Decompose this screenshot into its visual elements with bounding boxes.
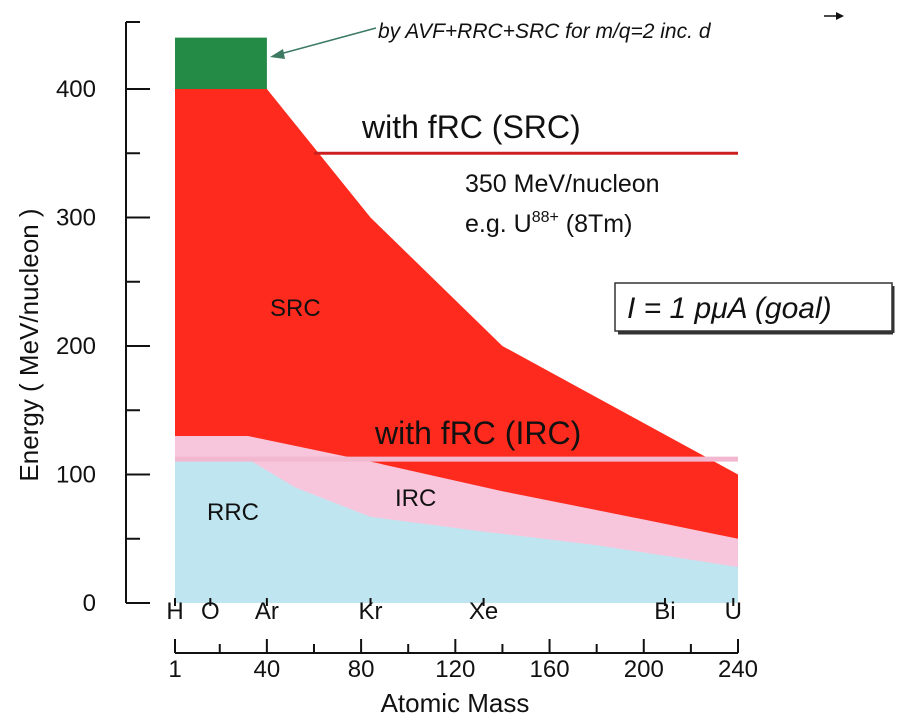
regions-group — [175, 37, 738, 604]
y-tick-label: 300 — [56, 205, 96, 232]
element-label: O — [201, 598, 220, 625]
y-tick-label: 200 — [56, 333, 96, 360]
src-example-sup: 88+ — [532, 209, 559, 226]
src-example-text: e.g. U88+ (8Tm) — [465, 209, 632, 238]
element-label: Kr — [359, 598, 383, 625]
x-tick-label: 120 — [435, 656, 475, 683]
element-labels: H O Ar Kr Xe Bi U — [166, 598, 742, 625]
x-ticks: 1 40 80 120 160 200 240 — [168, 639, 758, 683]
fRC-SRC-label: with fRC (SRC) — [361, 109, 581, 145]
x-tick-label: 240 — [718, 656, 758, 683]
fRC-IRC-label: with fRC (IRC) — [374, 415, 581, 451]
element-label: U — [725, 598, 742, 625]
element-label: Bi — [654, 598, 675, 625]
element-label: Ar — [255, 598, 279, 625]
element-label: Xe — [469, 598, 498, 625]
green-pointer-head — [270, 49, 285, 59]
region-label-rrc: RRC — [207, 499, 259, 526]
x-tick-label: 80 — [348, 656, 375, 683]
x-tick-label: 200 — [624, 656, 664, 683]
deuteron-arrow-head — [836, 12, 844, 20]
green-pointer-line — [279, 27, 377, 55]
x-tick-label: 160 — [530, 656, 570, 683]
x-axis-title: Atomic Mass — [381, 688, 530, 718]
rrc-region — [175, 459, 738, 603]
goal-box — [614, 282, 893, 332]
y-tick-label: 0 — [83, 590, 96, 617]
y-tick-label: 400 — [56, 76, 96, 103]
src-example-post: (8Tm) — [559, 210, 633, 238]
y-axis-title: Energy ( MeV/nucleon ) — [14, 208, 44, 481]
element-label: H — [166, 598, 183, 625]
region-label-src: SRC — [270, 295, 321, 322]
region-label-irc: IRC — [395, 485, 436, 512]
green-annotation-main: by AVF+RRC+SRC for m/q=2 inc. — [378, 20, 693, 43]
reference-lines — [175, 151, 738, 462]
green-annotation-text: by AVF+RRC+SRC for m/q=2 inc. d — [378, 20, 712, 43]
x-tick-label: 40 — [254, 656, 281, 683]
y-tick-label: 100 — [56, 462, 96, 489]
green-annotation-symbol: d — [699, 20, 712, 43]
y-ticks: 0 100 200 300 400 — [56, 21, 150, 617]
src-example-pre: e.g. U — [465, 210, 532, 238]
goal-text: I = 1 pμA (goal) — [627, 292, 832, 325]
x-tick-label: 1 — [168, 656, 181, 683]
src-energy-text: 350 MeV/nucleon — [465, 170, 660, 198]
